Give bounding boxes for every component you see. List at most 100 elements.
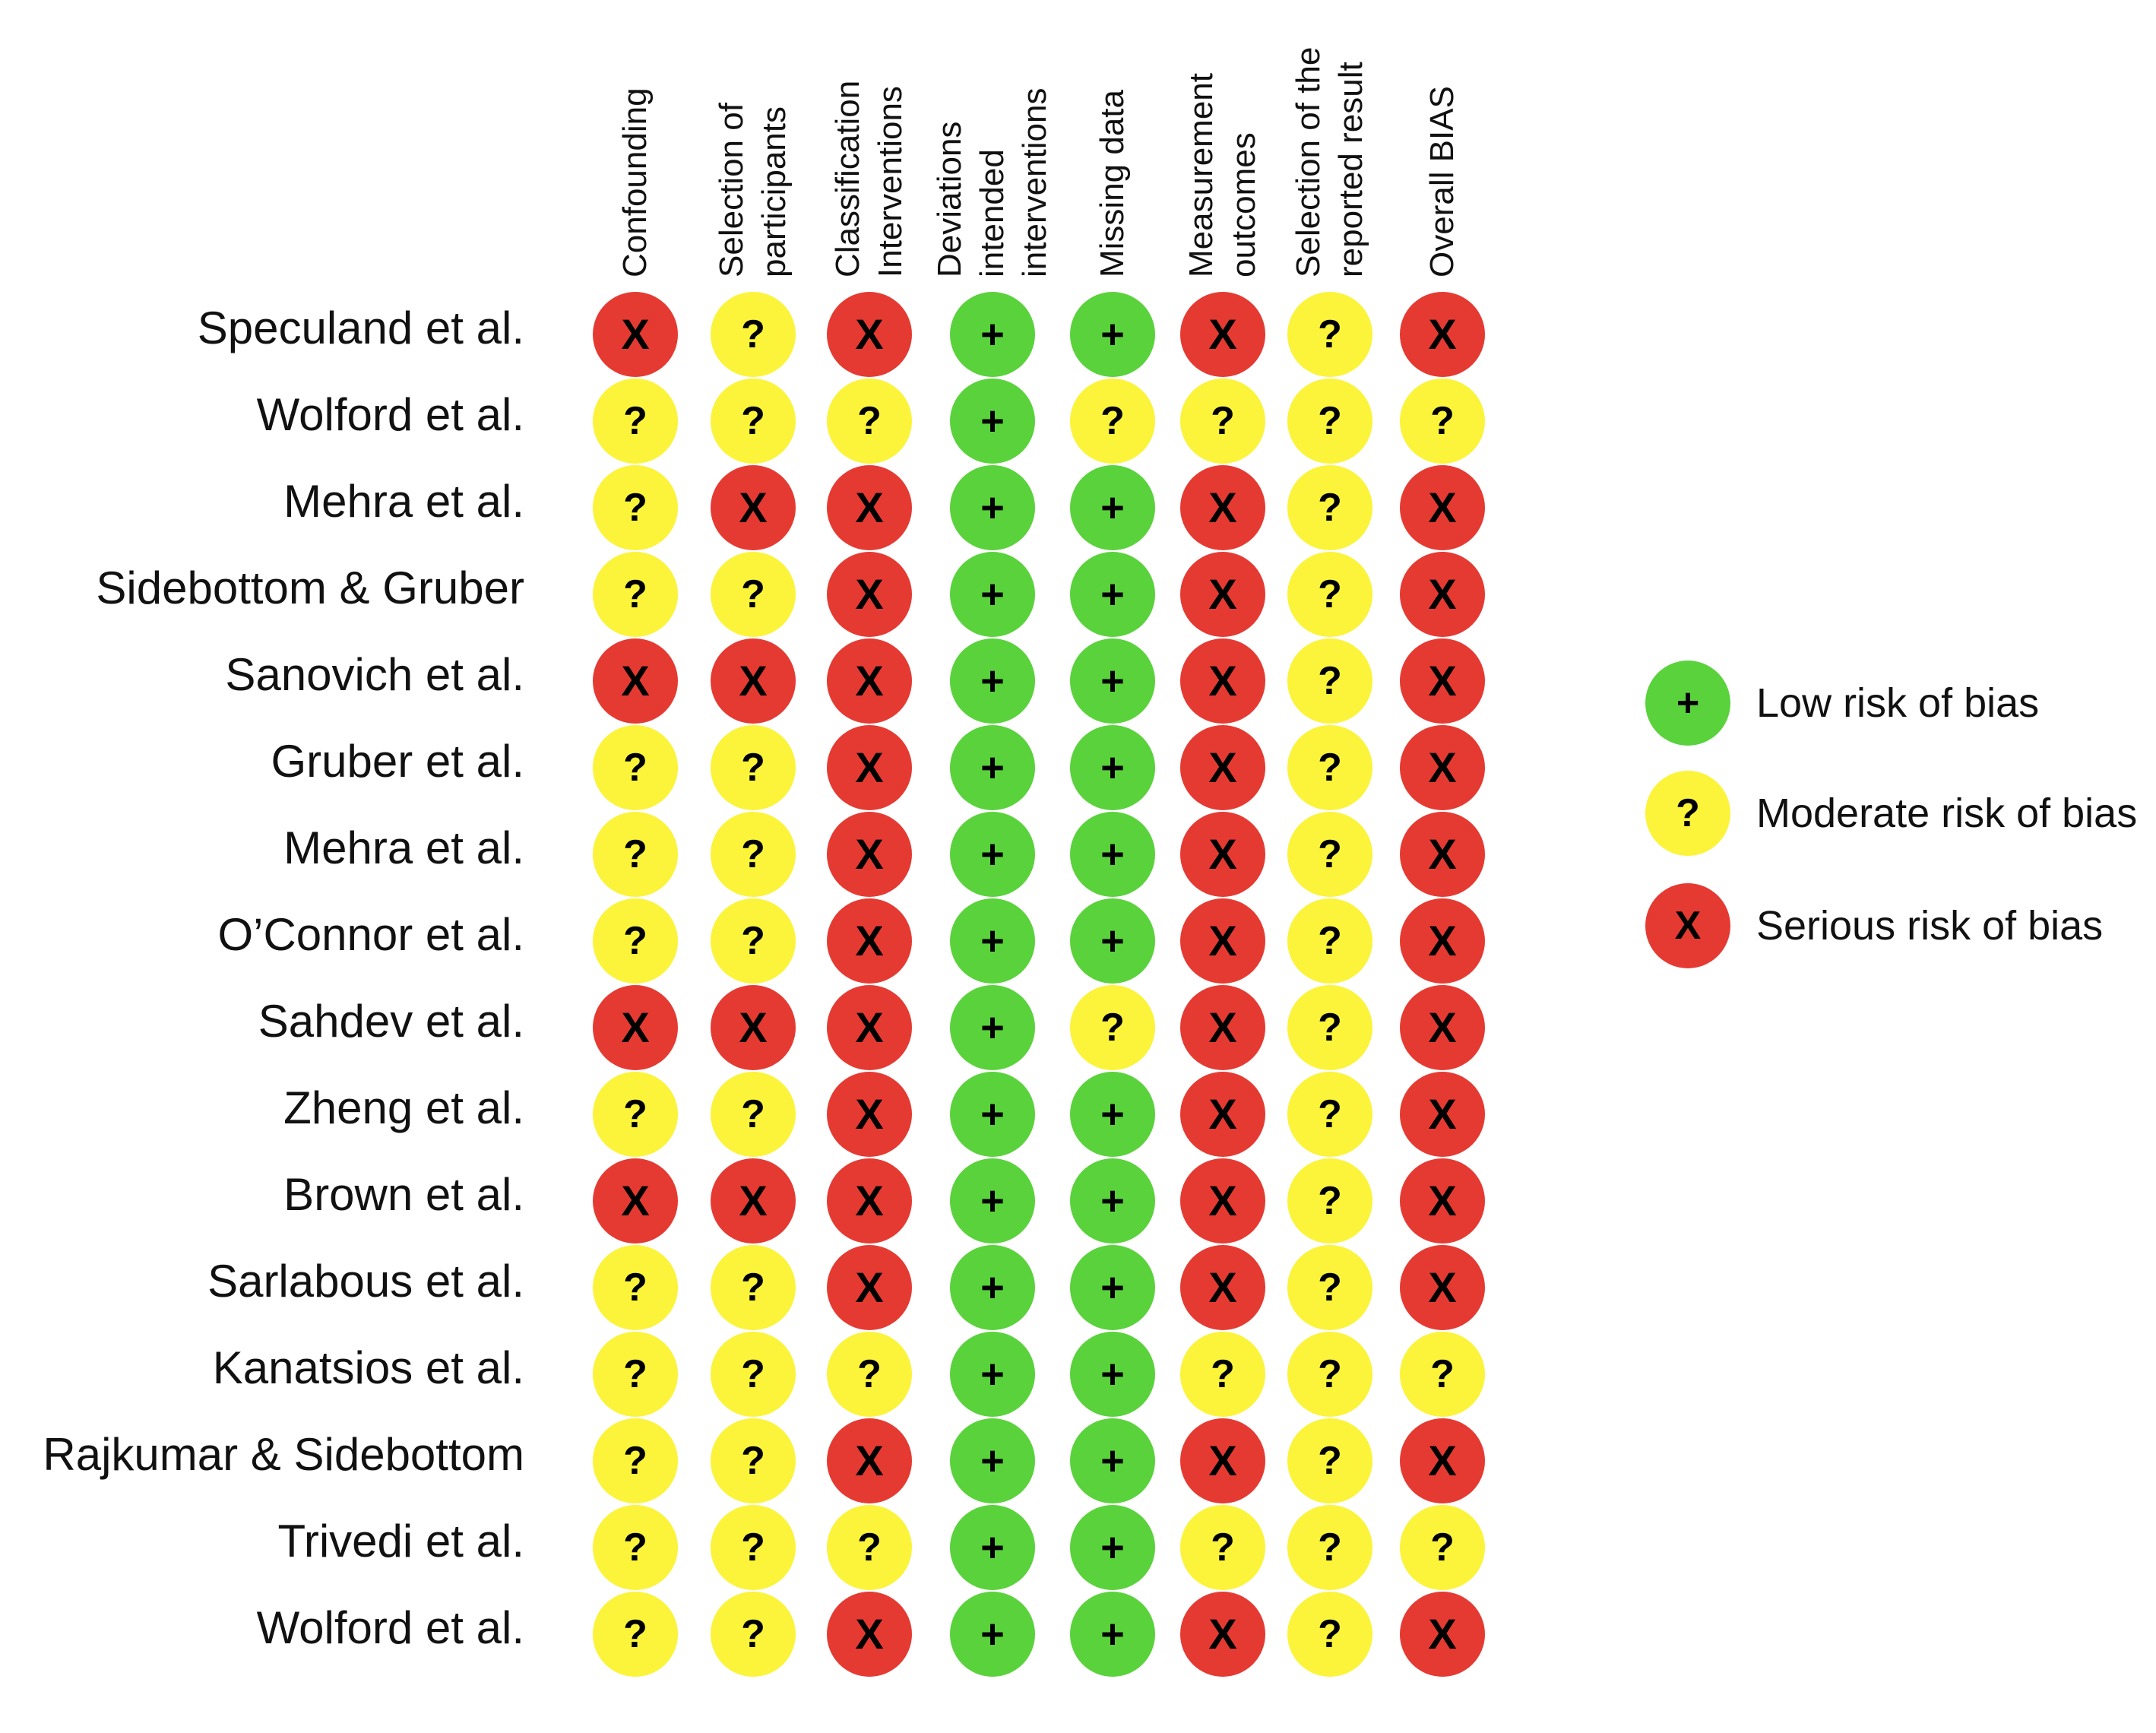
low-symbol: + (1100, 572, 1125, 617)
rating-low-marker: + (950, 1418, 1035, 1503)
moderate-symbol: ? (623, 1352, 647, 1396)
moderate-symbol: ? (1318, 1439, 1342, 1483)
serious-symbol: X (1208, 743, 1237, 791)
rating-serious-marker: X (711, 985, 796, 1070)
moderate-symbol: ? (1318, 1352, 1342, 1396)
rating-serious-marker: X (1180, 812, 1265, 897)
rating-moderate-marker: ? (593, 812, 678, 897)
rating-serious-marker: X (1180, 1158, 1265, 1244)
rating-serious-marker: X (1400, 292, 1485, 377)
study-label: Sarlabous et al. (207, 1256, 524, 1307)
rating-serious-marker: X (1180, 898, 1265, 984)
rating-low-marker: + (1070, 898, 1155, 984)
moderate-symbol: ? (857, 1525, 882, 1570)
serious-symbol: X (621, 657, 650, 705)
serious-symbol: X (1428, 1177, 1457, 1225)
moderate-symbol: ? (1211, 399, 1235, 443)
rating-serious-marker: X (1400, 725, 1485, 810)
rating-moderate-marker: ? (711, 898, 796, 984)
legend-item-low: + Low risk of bias (1645, 661, 2039, 746)
rating-serious-marker: X (593, 1158, 678, 1244)
rating-moderate-marker: ? (593, 725, 678, 810)
serious-symbol: X (855, 743, 884, 791)
rating-moderate-marker: ? (1287, 465, 1372, 550)
rating-low-marker: + (950, 638, 1035, 724)
low-symbol: + (1100, 918, 1125, 964)
moderate-symbol: ? (741, 312, 765, 356)
rating-moderate-marker: ? (1070, 985, 1155, 1070)
rating-serious-marker: X (1180, 1072, 1265, 1157)
serious-symbol: X (1208, 1177, 1237, 1225)
rating-moderate-marker: ? (1287, 292, 1372, 377)
column-header-line: Selection of the (1290, 46, 1327, 277)
moderate-symbol: ? (1318, 746, 1342, 790)
moderate-symbol: ? (741, 1525, 765, 1570)
serious-symbol: X (855, 1610, 884, 1658)
moderate-symbol: ? (741, 1352, 765, 1396)
rating-low-marker: + (1070, 1418, 1155, 1503)
rating-serious-marker: X (1400, 552, 1485, 637)
serious-symbol: X (1674, 904, 1702, 948)
moderate-symbol: ? (1318, 486, 1342, 530)
rating-low-marker: + (1070, 1245, 1155, 1330)
column-header-line: outcomes (1225, 132, 1262, 277)
column-header-line: Classification (829, 80, 866, 277)
study-label: Brown et al. (283, 1169, 524, 1220)
rating-low-marker: + (950, 1072, 1035, 1157)
moderate-symbol: ? (1318, 919, 1342, 963)
low-symbol: + (980, 745, 1005, 790)
rating-moderate-marker: ? (1400, 1332, 1485, 1417)
rating-serious-marker: X (593, 985, 678, 1070)
rating-serious-marker: X (1180, 725, 1265, 810)
serious-symbol: X (739, 1177, 768, 1225)
serious-symbol: X (1208, 1610, 1237, 1658)
low-symbol: + (980, 312, 1005, 357)
rating-moderate-marker: ? (1287, 1072, 1372, 1157)
rating-serious-marker: X (827, 985, 912, 1070)
rating-low-marker: + (950, 985, 1035, 1070)
column-header-line: intended (974, 149, 1011, 277)
rating-serious-marker: X (1180, 465, 1265, 550)
rating-moderate-marker: ? (1287, 638, 1372, 724)
serious-symbol: X (1208, 1437, 1237, 1484)
low-symbol: + (1100, 1091, 1125, 1137)
moderate-symbol: ? (1100, 1006, 1125, 1050)
moderate-symbol: ? (1100, 399, 1125, 443)
rating-serious-marker: X (827, 1245, 912, 1330)
legend-serious-marker: X (1645, 883, 1730, 968)
moderate-symbol: ? (1318, 832, 1342, 876)
serious-symbol: X (1428, 657, 1457, 705)
rating-serious-marker: X (1180, 552, 1265, 637)
low-symbol: + (980, 1351, 1005, 1397)
moderate-symbol: ? (1430, 399, 1455, 443)
rating-serious-marker: X (1180, 985, 1265, 1070)
rating-moderate-marker: ? (1070, 379, 1155, 464)
study-label: Mehra et al. (283, 822, 524, 873)
rating-moderate-marker: ? (1287, 898, 1372, 984)
column-header: Missing data (1091, 90, 1134, 277)
legend-label: Serious risk of bias (1756, 903, 2104, 949)
rating-serious-marker: X (1400, 898, 1485, 984)
serious-symbol: X (1208, 570, 1237, 618)
moderate-symbol: ? (1318, 1006, 1342, 1050)
rating-low-marker: + (1070, 638, 1155, 724)
moderate-symbol: ? (1318, 1179, 1342, 1223)
rating-serious-marker: X (827, 638, 912, 724)
rating-serious-marker: X (1400, 1418, 1485, 1503)
study-label: Gruber et al. (271, 736, 525, 787)
serious-symbol: X (1428, 1610, 1457, 1658)
rating-low-marker: + (950, 1505, 1035, 1590)
rating-moderate-marker: ? (1180, 1505, 1265, 1590)
moderate-symbol: ? (857, 399, 882, 443)
rating-serious-marker: X (711, 638, 796, 724)
rating-moderate-marker: ? (1287, 552, 1372, 637)
rating-moderate-marker: ? (711, 1245, 796, 1330)
moderate-symbol: ? (623, 1525, 647, 1570)
moderate-symbol: ? (623, 832, 647, 876)
rating-serious-marker: X (827, 552, 912, 637)
low-symbol: + (980, 1438, 1005, 1484)
rating-serious-marker: X (827, 292, 912, 377)
serious-symbol: X (739, 657, 768, 705)
rating-serious-marker: X (1400, 1245, 1485, 1330)
low-symbol: + (980, 1091, 1005, 1137)
